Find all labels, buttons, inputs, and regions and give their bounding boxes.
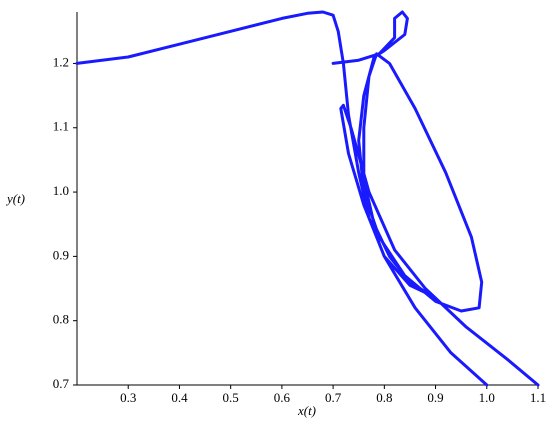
y-tick-label: 0.9 — [53, 247, 69, 262]
x-tick-label: 1.0 — [479, 390, 495, 405]
y-tick-label: 0.8 — [53, 312, 69, 327]
y-tick-label: 1.0 — [53, 183, 69, 198]
y-tick-label: 1.1 — [53, 119, 69, 134]
y-tick-label: 0.7 — [53, 376, 70, 391]
x-tick-label: 0.8 — [376, 390, 392, 405]
x-tick-label: 0.6 — [274, 390, 291, 405]
x-tick-label: 1.1 — [530, 390, 546, 405]
x-tick-label: 0.9 — [427, 390, 443, 405]
x-tick-label: 0.3 — [120, 390, 136, 405]
y-tick-label: 1.2 — [53, 54, 69, 69]
x-axis-title: x(t) — [297, 403, 316, 418]
x-tick-label: 0.5 — [223, 390, 239, 405]
x-tick-label: 0.7 — [325, 390, 342, 405]
y-axis-title: y(t) — [5, 191, 25, 206]
trajectory — [75, 10, 540, 387]
x-tick-label: 0.4 — [171, 390, 188, 405]
